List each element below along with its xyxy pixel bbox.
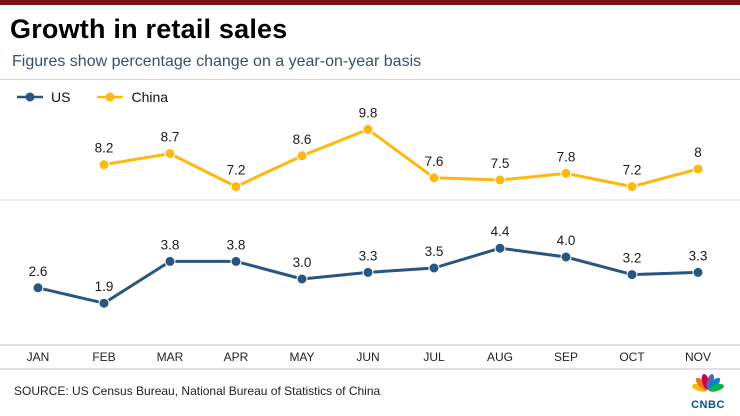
data-point-us	[362, 266, 374, 278]
data-point-china	[626, 181, 638, 193]
series-line-china	[103, 127, 699, 189]
legend: US China	[16, 89, 168, 105]
page-title: Growth in retail sales	[10, 14, 288, 44]
value-label: 3.8	[227, 237, 246, 252]
x-axis-label: MAY	[289, 350, 314, 364]
source-text: SOURCE: US Census Bureau, National Burea…	[14, 384, 381, 398]
x-axis-label: MAR	[157, 350, 184, 364]
legend-item-us: US	[16, 89, 70, 105]
value-label: 4.0	[557, 233, 576, 248]
value-label: 7.8	[557, 149, 576, 164]
data-point-us	[692, 266, 704, 278]
peacock-icon	[692, 374, 724, 392]
x-axis-label: SEP	[554, 350, 578, 364]
value-label: 7.5	[491, 156, 510, 171]
legend-label-us: US	[51, 89, 71, 105]
line-marker-icon	[97, 92, 124, 102]
value-label: 7.2	[623, 163, 642, 178]
value-label: 8	[694, 145, 702, 160]
value-label: 7.6	[425, 154, 444, 169]
x-axis-label: NOV	[685, 350, 711, 364]
value-label: 3.8	[161, 237, 180, 252]
line-marker-icon	[17, 92, 43, 102]
legend-item-china: China	[96, 89, 168, 105]
data-point-china	[428, 172, 440, 184]
value-label: 3.2	[623, 251, 642, 266]
value-label: 3.0	[293, 255, 312, 270]
data-point-china	[98, 159, 110, 171]
value-label: 1.9	[95, 279, 114, 294]
data-point-china	[296, 150, 308, 162]
value-label: 3.3	[359, 248, 378, 263]
value-label: 4.4	[491, 224, 510, 239]
value-label: 8.6	[293, 132, 312, 147]
value-label: 7.2	[227, 163, 246, 178]
data-point-china	[362, 123, 374, 135]
value-label: 3.5	[425, 244, 444, 259]
logo-text: CNBC	[691, 399, 725, 411]
data-point-china	[560, 167, 572, 179]
data-point-us	[626, 269, 638, 281]
data-point-us	[560, 251, 572, 263]
x-axis-label: AUG	[487, 350, 513, 364]
data-point-china	[692, 163, 704, 175]
data-point-us	[164, 255, 176, 267]
data-point-us	[230, 255, 242, 267]
top-accent-bar	[0, 0, 740, 5]
data-point-us	[428, 262, 440, 274]
data-point-china	[230, 181, 242, 193]
value-label: 3.3	[689, 248, 708, 263]
x-axis-label: FEB	[92, 350, 115, 364]
x-axis-label: APR	[224, 350, 249, 364]
data-point-china	[164, 148, 176, 160]
data-point-us	[296, 273, 308, 285]
x-axis-label: JAN	[27, 350, 50, 364]
data-point-us	[494, 242, 506, 254]
x-axis-label: JUL	[423, 350, 445, 364]
legend-label-china: China	[131, 89, 169, 105]
value-label: 8.2	[95, 141, 114, 156]
value-label: 2.6	[29, 264, 48, 279]
value-label: 8.7	[161, 130, 180, 145]
data-point-china	[494, 174, 506, 186]
page-subtitle: Figures show percentage change on a year…	[12, 53, 422, 70]
value-label: 9.8	[359, 105, 378, 120]
data-point-us	[32, 282, 44, 294]
data-point-us	[98, 297, 110, 309]
header-divider	[0, 79, 740, 80]
x-axis-label: OCT	[619, 350, 645, 364]
x-axis-label: JUN	[356, 350, 379, 364]
cnbc-logo: CNBC	[691, 374, 725, 411]
